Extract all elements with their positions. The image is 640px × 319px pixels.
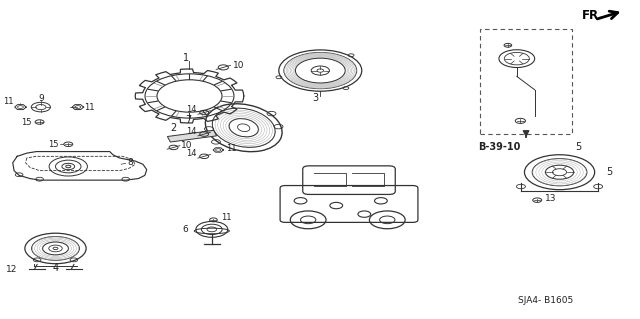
Text: 7: 7: [185, 115, 191, 125]
Text: 5: 5: [606, 167, 612, 177]
Text: 6: 6: [182, 225, 188, 234]
Text: 8: 8: [127, 158, 133, 167]
Text: 1: 1: [183, 54, 189, 63]
Text: 9: 9: [38, 94, 44, 103]
Text: 13: 13: [545, 194, 556, 203]
Text: 11: 11: [221, 213, 232, 222]
Text: 10: 10: [233, 61, 244, 70]
Text: 11: 11: [4, 97, 14, 106]
Text: 3: 3: [312, 93, 318, 103]
Text: 14: 14: [186, 106, 196, 115]
Text: 10: 10: [181, 141, 193, 150]
Text: 15: 15: [21, 118, 32, 127]
Text: FR.: FR.: [582, 10, 604, 22]
Text: 11: 11: [226, 144, 236, 153]
Text: 2: 2: [170, 123, 177, 133]
Text: 11: 11: [84, 103, 95, 112]
Bar: [168, 130, 216, 142]
Text: 15: 15: [48, 140, 59, 149]
Text: 5: 5: [575, 142, 582, 152]
Text: B-39-10: B-39-10: [479, 142, 521, 152]
Text: 4: 4: [52, 263, 59, 273]
Bar: [480, 29, 572, 134]
Text: 14: 14: [186, 127, 196, 136]
Text: 12: 12: [6, 265, 17, 274]
Text: SJA4- B1605: SJA4- B1605: [518, 296, 573, 305]
Text: 14: 14: [186, 149, 196, 158]
